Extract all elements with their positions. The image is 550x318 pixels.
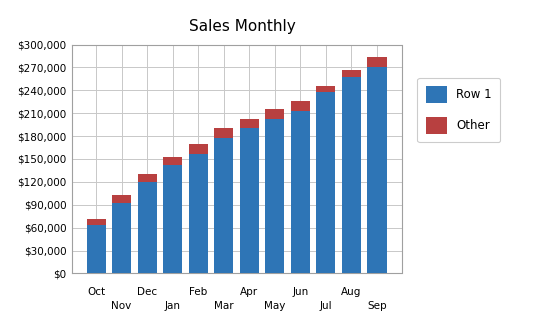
Bar [265,109,284,119]
Text: Jul: Jul [320,301,332,311]
Bar [138,174,157,182]
Bar [163,157,182,165]
Text: May: May [264,301,285,311]
Text: Jun: Jun [292,287,309,297]
Bar [316,86,336,92]
Text: Oct: Oct [87,287,105,297]
Text: Sales Monthly: Sales Monthly [189,19,295,34]
Bar [265,119,284,273]
Text: Dec: Dec [137,287,157,297]
Bar [163,165,182,273]
Bar [138,182,157,273]
Text: Apr: Apr [240,287,258,297]
Text: Feb: Feb [189,287,207,297]
Text: Jan: Jan [164,301,180,311]
Bar [112,195,131,203]
Bar [86,219,106,225]
Bar [291,111,310,273]
Bar [367,67,387,273]
Text: Mar: Mar [214,301,234,311]
Bar [189,154,208,273]
Bar [342,77,361,273]
Bar [240,128,259,273]
Text: Nov: Nov [112,301,132,311]
Bar [367,58,387,67]
Bar [189,144,208,154]
Bar [291,101,310,111]
Text: Aug: Aug [341,287,361,297]
Text: Sep: Sep [367,301,387,311]
Bar [86,225,106,273]
Bar [240,119,259,128]
Legend: Row 1, Other: Row 1, Other [417,78,500,142]
Bar [342,71,361,77]
Bar [214,128,233,138]
Bar [316,92,336,273]
Bar [214,138,233,273]
Bar [112,203,131,273]
